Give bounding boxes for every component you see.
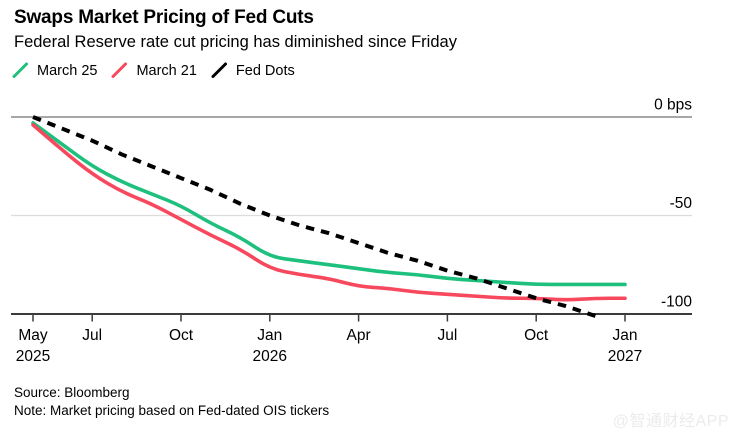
- x-tick-year-label: 2025: [16, 348, 50, 365]
- x-tick-label: Jul: [82, 327, 102, 344]
- source-text: Source: Bloomberg: [14, 385, 130, 400]
- legend-swatch-march-25-icon: [12, 62, 28, 78]
- legend-swatch-fed-dots-icon: [211, 62, 227, 78]
- x-tick-year-label: 2027: [608, 348, 642, 365]
- watermark-text: @智通财经APP: [612, 413, 729, 430]
- line-march-21: [31, 123, 627, 302]
- x-tick-label: Jul: [437, 327, 457, 344]
- line-fed-dots: [32, 115, 597, 318]
- x-tick-label: Oct: [524, 327, 549, 344]
- line-march-25: [31, 121, 627, 287]
- x-tick-label: Oct: [169, 327, 194, 344]
- legend-label-fed-dots: Fed Dots: [235, 62, 295, 79]
- chart-title: Swaps Market Pricing of Fed Cuts: [14, 7, 314, 28]
- legend-label-march-21: March 21: [136, 62, 197, 79]
- y-tick-label: -100: [661, 294, 692, 311]
- legend-item-march-25: March 25: [11, 61, 97, 80]
- x-tick-year-label: 2026: [253, 348, 287, 365]
- chart-legend: March 25 March 21 Fed Dots: [11, 61, 295, 80]
- legend-label-march-25: March 25: [37, 62, 98, 79]
- legend-item-march-21: March 21: [110, 61, 197, 80]
- note-text: Note: Market pricing based on Fed-dated …: [14, 403, 330, 418]
- x-tick-label: Jan: [613, 327, 638, 344]
- x-tick-label: Apr: [347, 327, 371, 344]
- x-tick-label: Jan: [257, 327, 282, 344]
- x-tick-label: May: [18, 327, 48, 344]
- y-tick-label: 0 bps: [654, 97, 692, 114]
- legend-swatch-march-21-icon: [111, 62, 128, 78]
- y-tick-label: -50: [670, 195, 693, 212]
- legend-item-fed-dots: Fed Dots: [210, 61, 295, 80]
- chart-subtitle: Federal Reserve rate cut pricing has dim…: [14, 33, 457, 51]
